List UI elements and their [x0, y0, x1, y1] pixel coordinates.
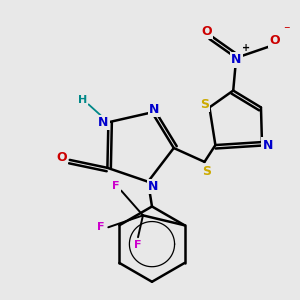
Text: F: F	[134, 240, 142, 250]
Text: +: +	[242, 43, 250, 53]
Text: H: H	[78, 95, 87, 106]
Text: F: F	[112, 181, 120, 191]
Text: O: O	[56, 152, 67, 164]
Text: N: N	[263, 139, 273, 152]
Text: F: F	[97, 222, 104, 232]
Text: N: N	[148, 180, 158, 193]
Text: O: O	[201, 25, 212, 38]
Text: O: O	[269, 34, 280, 46]
Text: S: S	[200, 98, 209, 111]
Text: N: N	[231, 53, 242, 66]
Text: N: N	[149, 103, 159, 116]
Text: N: N	[98, 116, 109, 129]
Text: ⁻: ⁻	[284, 24, 290, 37]
Text: S: S	[202, 165, 211, 178]
